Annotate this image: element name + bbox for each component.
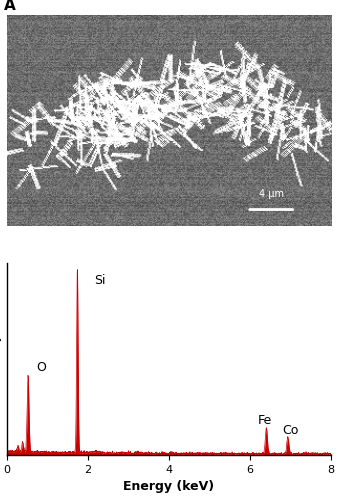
Text: A: A: [3, 0, 15, 13]
Text: 4 μm: 4 μm: [259, 189, 284, 199]
Y-axis label: Intensity: Intensity: [0, 332, 1, 386]
Text: Si: Si: [94, 274, 105, 286]
Text: Fe: Fe: [258, 414, 272, 426]
X-axis label: Energy (keV): Energy (keV): [123, 480, 215, 494]
Text: Co: Co: [283, 424, 299, 436]
Text: O: O: [36, 362, 46, 374]
